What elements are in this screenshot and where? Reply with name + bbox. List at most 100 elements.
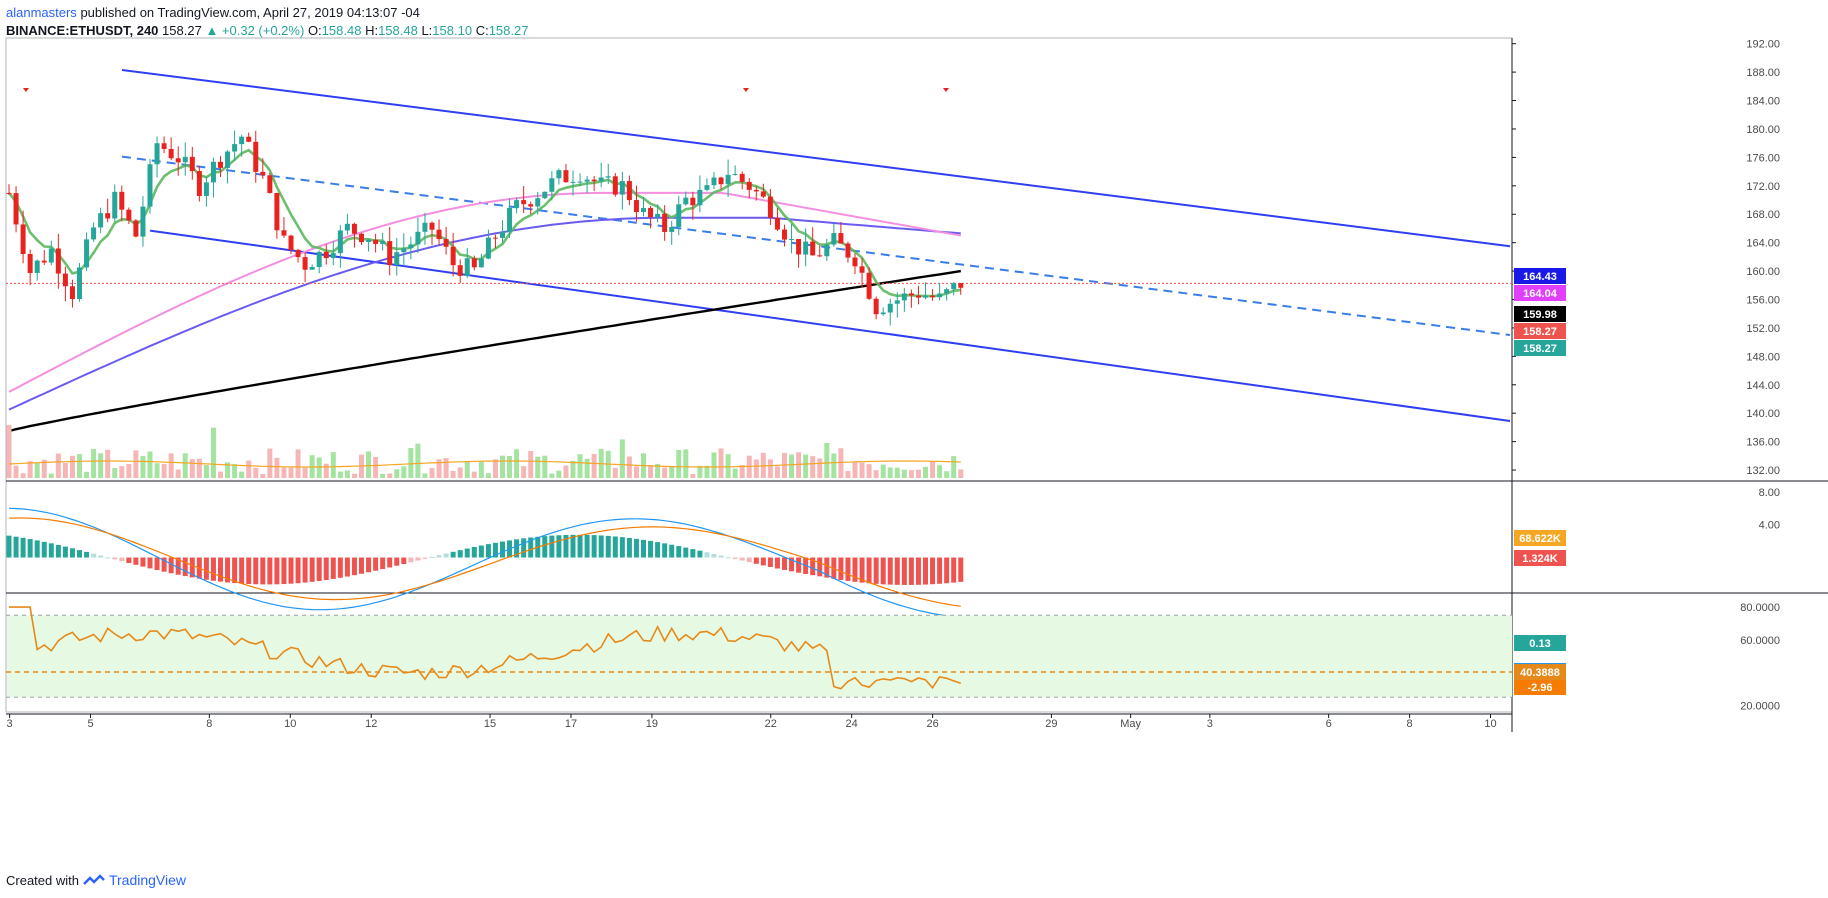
macd-histogram-bar xyxy=(718,555,724,558)
volume-bar xyxy=(648,465,654,478)
volume-bar xyxy=(210,427,216,478)
candle-body xyxy=(225,151,231,168)
candle xyxy=(203,176,209,207)
candle-body xyxy=(549,178,555,192)
macd-tick-label: 8.00 xyxy=(1759,487,1780,499)
candle xyxy=(478,253,484,268)
macd-histogram-bar xyxy=(894,557,900,585)
candle-body xyxy=(782,229,787,240)
candle xyxy=(739,171,745,190)
macd-histogram-bar xyxy=(309,557,315,582)
volume-bar xyxy=(866,464,872,478)
rsi-band-fill xyxy=(7,615,1512,698)
macd-histogram-bar xyxy=(915,557,921,585)
volume-bar xyxy=(147,451,153,478)
candle-body xyxy=(436,229,442,240)
macd-histogram-bar xyxy=(387,557,393,568)
macd-histogram-bar xyxy=(767,557,773,567)
volume-bar xyxy=(126,463,132,478)
candle xyxy=(507,198,513,238)
time-tick-label: 22 xyxy=(765,718,777,730)
volume-bar xyxy=(464,461,470,478)
candle-body xyxy=(274,192,280,231)
rsi-tick-label: 80.0000 xyxy=(1740,602,1780,614)
volume-bar xyxy=(873,470,879,478)
candle-body xyxy=(366,239,372,243)
macd-histogram-bar xyxy=(958,557,964,582)
volume-bar xyxy=(175,469,181,478)
axis-badge-bg xyxy=(1514,285,1566,301)
candle xyxy=(528,201,534,215)
volume-bar xyxy=(48,473,54,478)
candle-body xyxy=(838,233,844,244)
volume-bar xyxy=(281,467,287,478)
candle-body xyxy=(91,227,97,240)
candle xyxy=(337,225,343,268)
candle-body xyxy=(105,213,111,219)
axis-badge-label: 164.43 xyxy=(1523,271,1557,283)
volume-bar xyxy=(351,473,357,478)
volume-bar xyxy=(112,468,118,478)
candle-body xyxy=(337,230,343,254)
candle xyxy=(880,307,886,316)
open-label: O: xyxy=(307,23,322,38)
close-value: 158.27 xyxy=(488,23,529,38)
volume-bar xyxy=(408,448,414,478)
volume-bar xyxy=(239,471,245,478)
volume-bar xyxy=(260,473,266,478)
candle xyxy=(316,250,322,274)
axis-badge-bg xyxy=(1514,340,1566,356)
volume-bar xyxy=(887,467,893,478)
candle xyxy=(126,207,132,224)
candle xyxy=(189,146,195,180)
macd-histogram-bar xyxy=(577,534,583,558)
macd-histogram-bar xyxy=(429,556,435,558)
author-link[interactable]: alanmasters xyxy=(6,5,77,20)
time-tick-label: 12 xyxy=(365,718,377,730)
volume-bar xyxy=(323,463,329,478)
macd-histogram-bar xyxy=(810,557,816,576)
volume-bar xyxy=(725,454,731,478)
volume-bar xyxy=(894,467,900,478)
candle xyxy=(655,204,661,223)
volume-bar xyxy=(831,453,837,478)
candle xyxy=(387,227,393,276)
candle xyxy=(725,159,731,197)
candle-body xyxy=(958,283,964,288)
candle xyxy=(633,185,639,222)
macd-histogram-bar xyxy=(796,557,802,573)
tradingview-brand-link[interactable]: TradingView xyxy=(108,872,187,888)
candle xyxy=(62,266,68,302)
price-tick-label: 168.00 xyxy=(1746,209,1780,221)
candle-body xyxy=(27,254,33,273)
price-tick-label: 164.00 xyxy=(1746,238,1780,250)
low-value: 158.10 xyxy=(432,23,473,38)
candle xyxy=(161,136,167,154)
candle xyxy=(41,250,47,265)
time-tick-label: 3 xyxy=(1207,718,1213,730)
macd-histogram-bar xyxy=(316,557,322,581)
candle-body xyxy=(351,223,357,234)
candle xyxy=(923,282,928,300)
volume-bar xyxy=(824,442,830,478)
candle-body xyxy=(901,293,907,301)
macd-histogram-bar xyxy=(232,557,238,584)
candle xyxy=(401,233,407,267)
candle xyxy=(330,241,336,266)
candle-body xyxy=(415,231,421,245)
macd-histogram-bar xyxy=(584,534,590,558)
candle xyxy=(77,263,82,302)
macd-histogram-bar xyxy=(330,557,336,579)
price-badge: 158.27 xyxy=(1514,340,1566,356)
candle-body xyxy=(210,161,216,183)
macd-histogram-bar xyxy=(55,544,61,558)
volume-bar xyxy=(457,467,463,478)
candle-body xyxy=(457,265,463,276)
macd-line xyxy=(8,507,961,618)
macd-histogram-bar xyxy=(471,547,477,558)
macd-histogram-bar xyxy=(133,557,139,565)
volume-bar xyxy=(908,470,914,478)
symbol-label[interactable]: BINANCE:ETHUSDT, 240 xyxy=(6,23,159,38)
candle-body xyxy=(915,295,921,298)
